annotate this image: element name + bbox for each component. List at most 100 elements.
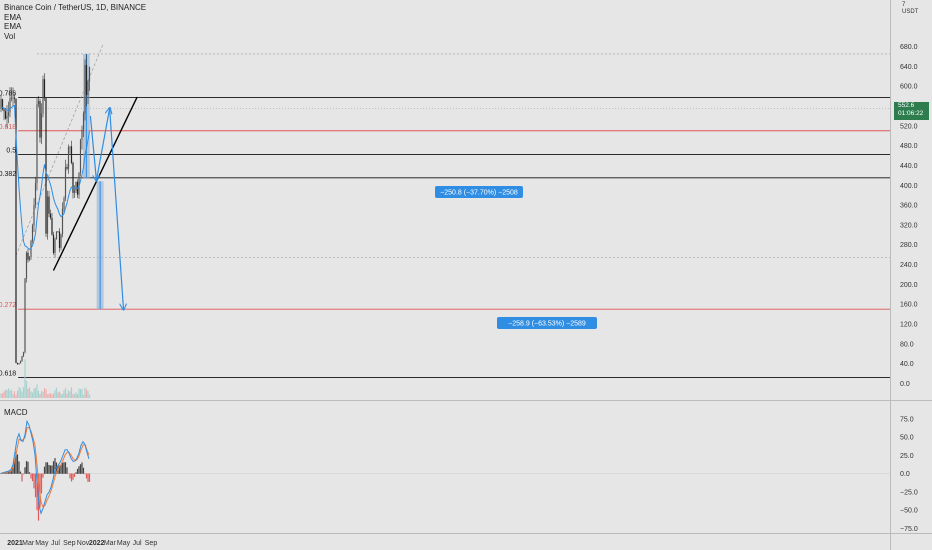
candle-body [67, 147, 70, 169]
macd-histogram-bar [63, 462, 65, 474]
candle-body [49, 213, 52, 218]
volume-bar [21, 391, 23, 398]
extension-line[interactable] [15, 43, 104, 256]
ema-indicator-label-2[interactable]: EMA [4, 22, 22, 31]
volume-bar [31, 392, 34, 398]
macd-pane-label[interactable]: MACD [4, 408, 28, 417]
macd-histogram-bar [66, 467, 68, 474]
candle-body [52, 234, 55, 253]
last-price-badge: 552.6 01:06:22 [894, 102, 929, 120]
volume-bar [87, 391, 89, 398]
candle-body [57, 231, 59, 233]
candle-body [70, 146, 73, 163]
candle-body [18, 363, 20, 365]
candle-body [34, 182, 37, 205]
volume-bar [57, 392, 59, 398]
macd-histogram-bar [31, 473, 34, 482]
candle-body [0, 99, 2, 109]
macd-histogram-bar [19, 471, 22, 474]
volume-bar [52, 393, 55, 398]
candle-body [19, 361, 22, 364]
measure-label-2-bg [497, 317, 597, 329]
measure-label-1: −250.8 (−37.70%) −2508 [440, 190, 518, 197]
price-axis-tick: 360.0 [900, 203, 918, 210]
macd-histogram-bar [15, 451, 17, 474]
measure-label-1-bg [435, 186, 523, 198]
macd-histogram-bar [45, 462, 47, 474]
macd-axis-tick: −25.0 [900, 489, 918, 496]
candle-body [10, 97, 13, 99]
macd-histogram-bar [52, 461, 55, 474]
macd-histogram-bar [27, 461, 29, 474]
ema-indicator-label[interactable]: EMA [4, 12, 22, 22]
volume-bar [18, 387, 20, 398]
volume-bar [24, 359, 26, 398]
candle-body [36, 104, 38, 183]
macd-histogram-bar [34, 473, 37, 498]
volume-bar [84, 387, 86, 398]
price-axis-tick: 240.0 [900, 262, 918, 269]
time-axis-tick: Jul [51, 540, 60, 547]
volume-bar [73, 393, 76, 398]
volume-bar [12, 393, 14, 398]
volume-bar [48, 393, 50, 398]
macd-histogram-bar [36, 473, 38, 511]
volume-bar [4, 389, 7, 398]
time-axis-tick: May [35, 540, 49, 547]
symbol-title[interactable]: Binance Coin / TetherUS, 1D, BINANCE [4, 3, 147, 12]
macd-line[interactable] [0, 419, 90, 515]
macd-axis-tick: −50.0 [900, 508, 918, 515]
macd-histogram-bar [10, 469, 13, 474]
volume-bar [25, 380, 28, 398]
volume-bar [13, 391, 16, 398]
macd-histogram-bar [24, 467, 26, 474]
fib-level-label: -0.272 [0, 302, 16, 309]
measure-label-2: −258.9 (−63.53%) −2589 [508, 321, 586, 328]
macd-histogram-bar [76, 468, 79, 474]
support-trendline[interactable] [52, 96, 138, 271]
macd-signal-line[interactable] [0, 426, 90, 508]
projection-arrow[interactable] [95, 108, 109, 181]
macd-histogram-bar [79, 464, 82, 474]
fib-level-label: 0.618 [0, 124, 16, 131]
candle-body [82, 113, 85, 130]
macd-histogram-bar [88, 473, 91, 482]
volume-bar [55, 387, 58, 398]
macd-histogram-bar [48, 464, 50, 474]
price-axis-tick: 480.0 [900, 143, 918, 150]
macd-histogram-bar [28, 472, 31, 474]
macd-histogram-bar [12, 466, 14, 474]
candle-body [79, 139, 82, 173]
ema-line[interactable] [0, 104, 90, 250]
candle-body [42, 79, 44, 114]
macd-histogram-bar [61, 462, 64, 474]
volume-bar [51, 394, 53, 398]
volume-indicator-label[interactable]: Vol [4, 31, 16, 41]
candle-body [75, 181, 77, 191]
macd-histogram-bar [30, 473, 32, 479]
projection-arrow[interactable] [89, 115, 96, 180]
projection-arrow[interactable] [109, 108, 124, 309]
candle-body [61, 208, 64, 235]
volume-bar [0, 393, 2, 398]
macd-histogram-bar [73, 473, 76, 478]
price-axis-tick: 640.0 [900, 64, 918, 71]
candle-body [88, 66, 91, 82]
candle-body [45, 98, 47, 234]
volume-bar [88, 394, 91, 398]
macd-axis-tick: 50.0 [900, 435, 914, 442]
volume-bar [28, 387, 31, 398]
volume-bar [64, 387, 67, 398]
candle-body [7, 112, 10, 116]
candle-body [43, 79, 46, 99]
price-axis-tick: 0.0 [900, 381, 910, 388]
candle-body [46, 196, 49, 234]
candle-body [58, 231, 61, 248]
candle-body [72, 162, 74, 193]
time-axis-tick: Sep [63, 540, 76, 547]
volume-bar [15, 394, 17, 398]
candle-body [25, 252, 28, 279]
candle-body [60, 234, 62, 248]
time-axis-tick: 2022 [89, 540, 105, 547]
